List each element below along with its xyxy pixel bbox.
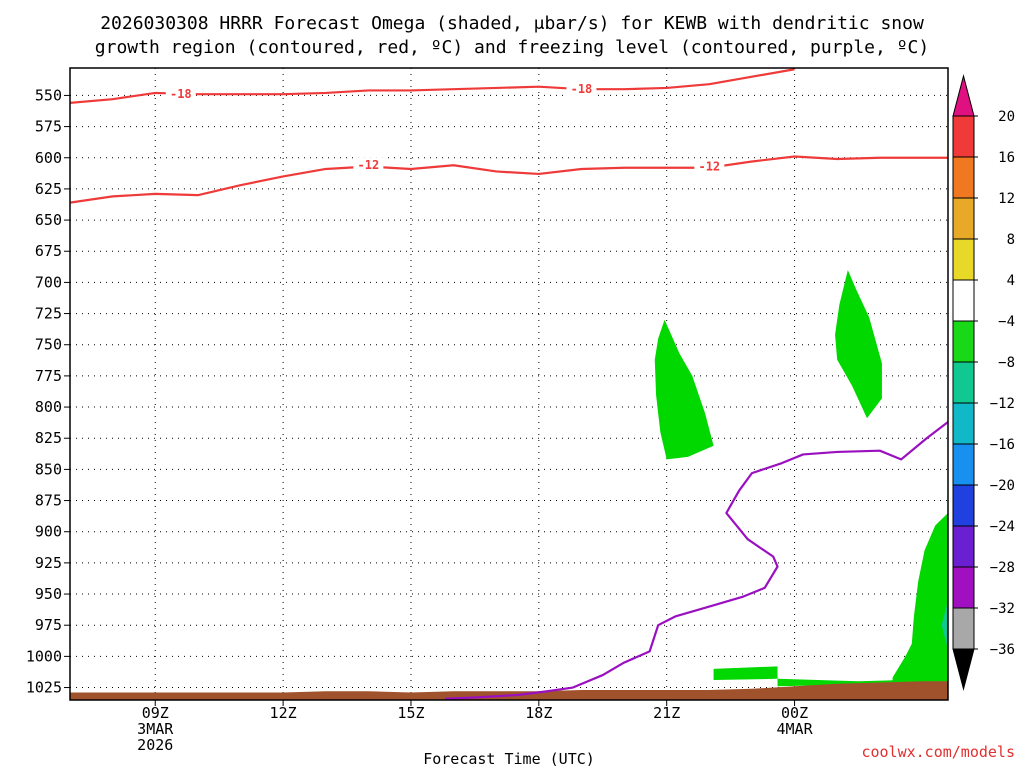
colorbar-swatch [952, 361, 975, 404]
y-tick-label: 700 [35, 273, 62, 291]
omega-shaded-region [654, 319, 714, 460]
colorbar-swatch [952, 156, 975, 199]
colorbar-tick-label: 16 [998, 150, 1015, 166]
contour-label-bg [353, 157, 384, 174]
colorbar-tick-label: −36 [990, 642, 1015, 658]
x-tick-label: 21Z [653, 704, 680, 722]
contour-label: -18 [170, 87, 192, 101]
omega-shaded-region [713, 666, 778, 681]
colorbar-swatch [952, 402, 975, 445]
y-tick-label: 850 [35, 460, 62, 478]
omega-shaded-region [835, 269, 882, 419]
colorbar-swatch [952, 566, 975, 609]
y-tick-label: 950 [35, 585, 62, 603]
colorbar-tick-label: −4 [998, 314, 1015, 330]
omega-shaded-region [941, 600, 948, 651]
plot-content: -18 -18 -12 -12 [70, 68, 948, 700]
contour-label: -18 [571, 82, 593, 96]
colorbar-tick-label: −8 [998, 355, 1015, 371]
colorbar-tick-label: −28 [990, 560, 1015, 576]
y-tick-label: 825 [35, 429, 62, 447]
x-tick-label: 09Z [142, 704, 169, 722]
y-tick-label: 875 [35, 492, 62, 510]
omega-shaded-region [892, 513, 948, 684]
omega-shaded-region [777, 678, 902, 687]
x-axis-title: Forecast Time (UTC) [423, 750, 595, 768]
colorbar-tick-label: 8 [1007, 232, 1015, 248]
y-tick-label: 1000 [26, 647, 62, 665]
colorbar-tick-label: −32 [990, 601, 1015, 617]
colorbar-swatch [952, 443, 975, 486]
y-tick-label: 800 [35, 398, 62, 416]
chart-title-line2: growth region (contoured, red, ºC) and f… [95, 37, 929, 58]
contour-label-bg [566, 81, 597, 98]
colorbar-swatch [952, 115, 975, 158]
y-tick-label: 550 [35, 86, 62, 104]
y-axis-pressure: 550 575 600 625 650 675 700 725 750 775 800 825 850 8… [26, 86, 70, 697]
x-tick-label: 15Z [397, 704, 424, 722]
colorbar-tick-label: 12 [998, 191, 1015, 207]
colorbar-swatch [952, 607, 975, 650]
terrain-fill [70, 681, 948, 700]
colorbar-tick-label: −24 [990, 519, 1015, 535]
y-tick-label: 600 [35, 149, 62, 167]
colorbar-swatch [952, 525, 975, 568]
chart-title-line1: 2026030308 HRRR Forecast Omega (shaded, … [100, 13, 924, 34]
x-tick-label: 12Z [270, 704, 297, 722]
colorbar-tick-label: 4 [1007, 273, 1015, 289]
colorbar-swatch [952, 484, 975, 527]
x-tick-label: 18Z [525, 704, 552, 722]
colorbar-tick-label: 20 [998, 109, 1015, 125]
contour-label-bg [165, 86, 196, 103]
y-tick-label: 975 [35, 616, 62, 634]
contour-label-bg [694, 158, 725, 175]
colorbar-top-arrow [952, 74, 975, 117]
y-tick-label: 775 [35, 367, 62, 385]
contour-label: -12 [698, 159, 720, 173]
y-tick-label: 1025 [26, 679, 62, 697]
y-tick-label: 650 [35, 211, 62, 229]
x-tick-label: 3MAR [137, 720, 174, 738]
contour-line [445, 421, 948, 700]
x-tick-label: 4MAR [777, 720, 814, 738]
colorbar-legend: 20 16 12 8 4 −4 −8 −12 −16 −20 −24 −28 −32 −36 [952, 74, 1015, 691]
y-tick-label: 575 [35, 118, 62, 136]
y-tick-label: 750 [35, 336, 62, 354]
y-tick-label: 675 [35, 242, 62, 260]
y-tick-label: 625 [35, 180, 62, 198]
colorbar-swatch [952, 197, 975, 240]
colorbar-swatch [952, 279, 975, 322]
x-tick-label: 00Z [781, 704, 808, 722]
colorbar-tick-label: −16 [990, 437, 1015, 453]
y-tick-label: 900 [35, 523, 62, 541]
colorbar-swatch [952, 320, 975, 363]
colorbar-swatch [952, 238, 975, 281]
gridlines [70, 68, 948, 700]
colorbar-tick-label: −20 [990, 478, 1015, 494]
y-tick-label: 725 [35, 305, 62, 323]
contour-line [70, 155, 948, 204]
plot-area-background [70, 68, 948, 700]
colorbar-bottom-arrow [952, 648, 975, 691]
colorbar-tick-label: −12 [990, 396, 1015, 412]
plot-frame [69, 67, 949, 701]
contour-label: -12 [358, 158, 380, 172]
x-tick-label: 2026 [137, 736, 173, 754]
credit-text: coolwx.com/models [861, 743, 1015, 761]
y-tick-label: 925 [35, 554, 62, 572]
